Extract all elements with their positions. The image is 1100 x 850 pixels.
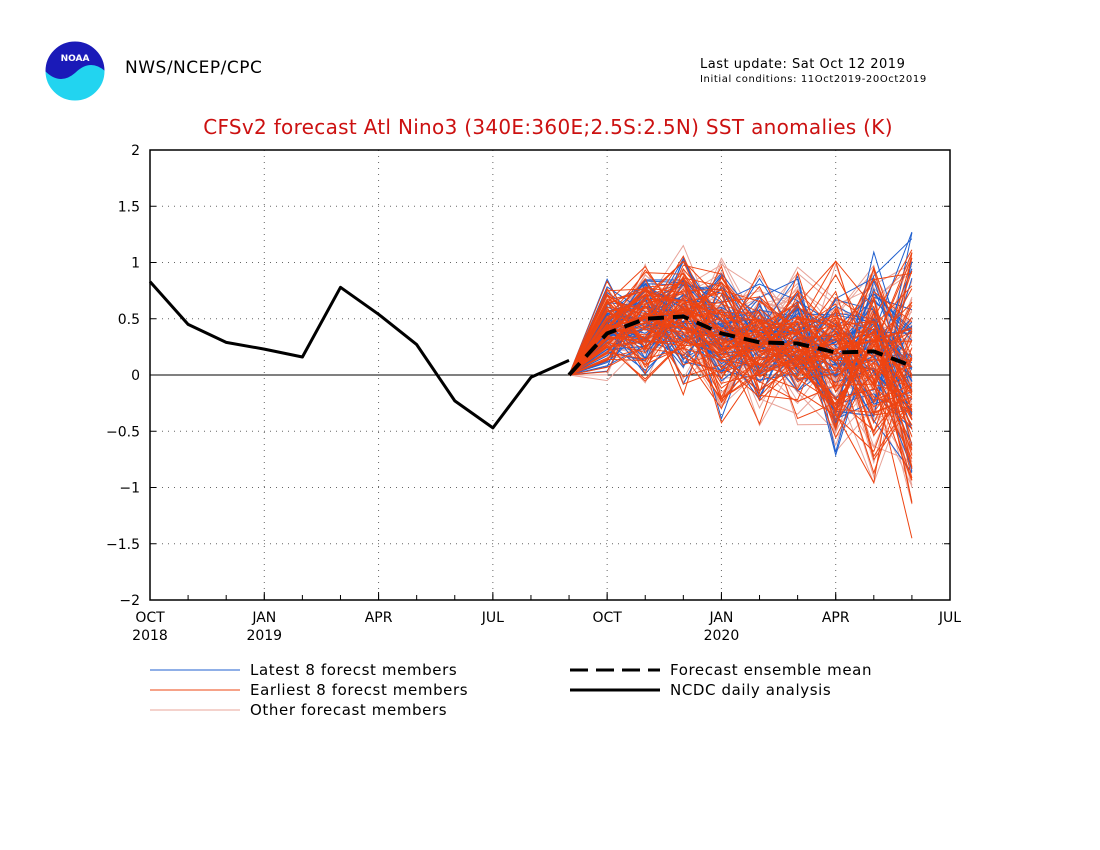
x-tick-label: JAN [708, 610, 733, 626]
x-tick-label: OCT [135, 610, 165, 626]
x-tick-label: APR [365, 610, 393, 626]
ensemble-mean-line [567, 314, 913, 377]
y-tick-label: −1 [119, 481, 140, 497]
legend: Latest 8 forecst members Earliest 8 forec… [150, 661, 872, 719]
latest-member-line [568, 324, 913, 399]
legend-label-other: Other forecast members [250, 701, 447, 719]
earliest-member-line [568, 278, 913, 430]
earliest-member-line [568, 308, 912, 416]
y-tick-label: 0.5 [118, 312, 140, 328]
legend-label-latest: Latest 8 forecst members [250, 661, 457, 679]
y-tick-label: 0 [131, 368, 140, 384]
x-tick-label: JUL [481, 610, 504, 626]
agency-label: NWS/NCEP/CPC [125, 58, 263, 78]
y-tick-label: 2 [131, 143, 140, 159]
legend-label-analysis: NCDC daily analysis [670, 681, 831, 699]
earliest-member-line [568, 260, 913, 459]
earliest-member-line [568, 290, 913, 401]
earliest-member-line [568, 270, 913, 396]
x-tick-year-label: 2019 [246, 628, 282, 644]
y-tick-label: 1.5 [118, 199, 140, 215]
initial-conditions-label: Initial conditions: 11Oct2019-20Oct2019 [700, 74, 927, 85]
earliest-member-line [568, 294, 913, 420]
x-tick-label: JAN [251, 610, 276, 626]
last-update-label: Last update: Sat Oct 12 2019 [700, 57, 906, 72]
earliest-member-line [568, 252, 913, 485]
legend-label-earliest: Earliest 8 forecst members [250, 681, 468, 699]
earliest-member-line [568, 298, 913, 451]
y-tick-label: −1.5 [106, 537, 140, 553]
earliest-member-line [568, 309, 913, 411]
earliest-member-line [568, 288, 913, 425]
logo-text: NOAA [61, 54, 90, 64]
x-tick-year-label: 2018 [132, 628, 168, 644]
earliest-member-line [568, 265, 913, 411]
noaa-logo: NOAA [44, 40, 106, 102]
earliest-member-line [568, 294, 912, 410]
chart-title: CFSv2 forecast Atl Nino3 (340E:360E;2.5S… [203, 115, 893, 139]
y-tick-label: −0.5 [106, 424, 140, 440]
legend-label-mean: Forecast ensemble mean [670, 661, 872, 679]
earliest-member-line [568, 273, 913, 378]
y-tick-label: 1 [131, 256, 140, 272]
y-tick-label: −2 [119, 593, 140, 609]
analysis-line [148, 280, 570, 430]
x-tick-label: APR [822, 610, 850, 626]
x-tick-year-label: 2020 [704, 628, 740, 644]
x-tick-label: JUL [938, 610, 961, 626]
x-tick-label: OCT [592, 610, 622, 626]
